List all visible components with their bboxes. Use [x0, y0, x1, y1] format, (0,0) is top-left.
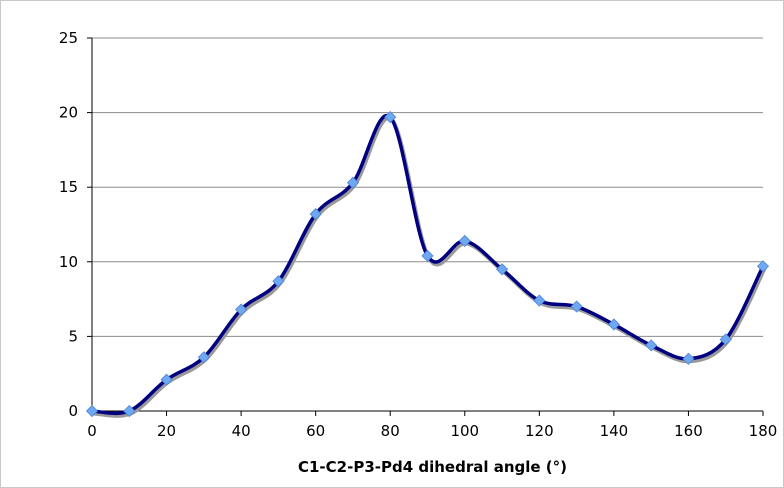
- data-point-marker: [607, 318, 620, 331]
- y-tick-label: 5: [68, 327, 78, 345]
- data-point-marker: [85, 404, 99, 418]
- y-tick-label: 10: [59, 253, 78, 271]
- x-tick-label: 140: [600, 422, 629, 440]
- data-point-marker: [682, 352, 695, 365]
- data-point-marker: [346, 176, 360, 189]
- data-point-marker: [309, 207, 322, 221]
- x-tick-label: 180: [749, 422, 778, 440]
- y-tick-label: 15: [59, 178, 78, 196]
- data-point-marker: [272, 275, 285, 288]
- data-point-marker: [495, 263, 509, 276]
- data-point-marker: [458, 234, 471, 247]
- series-line-shadow: [93, 115, 767, 418]
- x-tick-label: 40: [232, 422, 251, 440]
- x-tick-label: 60: [306, 422, 325, 440]
- data-point-marker: [235, 303, 248, 316]
- data-point-marker: [645, 339, 658, 352]
- data-point-marker: [384, 111, 397, 124]
- data-point-marker: [123, 404, 136, 418]
- series-layer: [85, 111, 770, 418]
- tick-labels: 0 5 10 15 20 25 0 20 40 60 80 100 120 140 160 180: [59, 29, 777, 440]
- data-point-marker: [421, 249, 434, 262]
- y-tick-label: 0: [68, 402, 78, 420]
- data-point-marker: [719, 333, 732, 346]
- x-tick-label: 120: [525, 422, 554, 440]
- gridlines: [92, 37, 763, 337]
- data-point-marker: [197, 351, 210, 364]
- axes: [87, 37, 764, 416]
- x-tick-label: 160: [674, 422, 703, 440]
- data-point-marker: [570, 300, 583, 313]
- data-point-marker: [533, 294, 546, 307]
- x-tick-label: 0: [87, 422, 97, 440]
- data-point-marker: [160, 373, 173, 386]
- x-tick-label: 20: [157, 422, 176, 440]
- data-point-marker: [756, 260, 770, 273]
- x-axis-title: C1-C2-P3-Pd4 dihedral angle (°): [298, 458, 567, 476]
- x-tick-label: 100: [450, 422, 479, 440]
- y-tick-label: 25: [59, 29, 78, 47]
- y-tick-label: 20: [59, 104, 78, 122]
- x-tick-label: 80: [381, 422, 400, 440]
